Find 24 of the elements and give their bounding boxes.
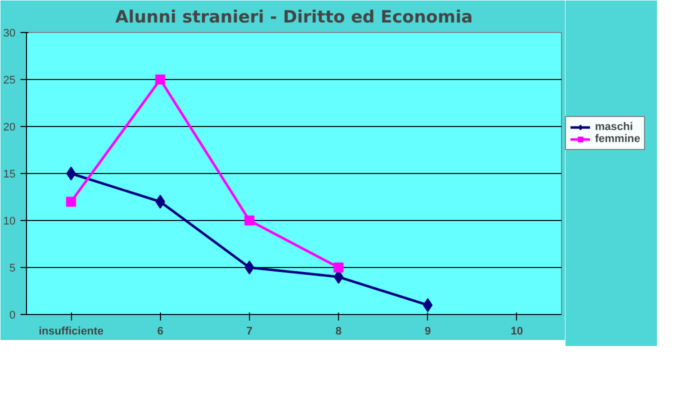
y-tick-label: 25 <box>3 74 16 86</box>
y-tick-label: 15 <box>3 168 16 180</box>
point <box>244 216 254 226</box>
legend-label: femmine <box>595 133 640 145</box>
y-tick-label: 20 <box>3 122 16 134</box>
y-tick-label: 5 <box>9 262 16 274</box>
point <box>422 298 433 312</box>
point <box>244 260 254 274</box>
x-tick-label: insufficiente <box>38 326 104 338</box>
chart-title: Alunni stranieri - Diritto ed Economia <box>115 8 473 28</box>
point <box>155 74 166 84</box>
x-tick-label: 6 <box>157 326 164 338</box>
x-tick-label: 7 <box>246 326 252 338</box>
legend-label: maschi <box>595 121 633 133</box>
point <box>155 194 166 209</box>
x-tick-label: 8 <box>336 326 342 338</box>
x-tick-label: 9 <box>424 326 431 338</box>
x-tick-label: 10 <box>510 326 524 338</box>
y-tick-label: 0 <box>9 310 16 322</box>
point <box>66 166 76 180</box>
y-tick-label: 30 <box>3 28 16 40</box>
point <box>66 196 76 207</box>
point <box>334 262 344 272</box>
y-tick-label: 10 <box>3 216 16 228</box>
